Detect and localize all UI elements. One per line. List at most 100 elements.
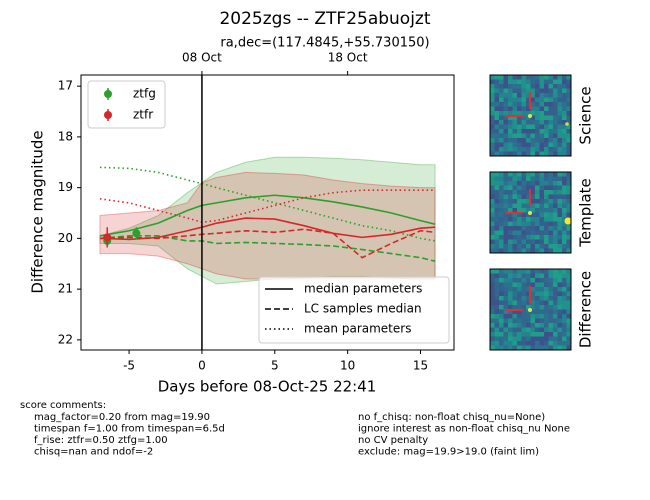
pixel (499, 142, 504, 148)
pixel (499, 88, 504, 94)
pixel (526, 185, 531, 191)
pixel (544, 332, 549, 337)
pixel (530, 97, 536, 103)
pixel (494, 314, 500, 319)
pixel (557, 84, 563, 89)
pixel (490, 147, 495, 152)
pixel (548, 235, 554, 240)
pixel (535, 111, 540, 116)
pixel (521, 278, 527, 283)
pixel (557, 115, 563, 121)
pixel (539, 305, 545, 310)
pixel (521, 124, 527, 130)
x-axis-label: Days before 08-Oct-25 22:41 (158, 378, 377, 396)
pixel (517, 93, 522, 98)
comment-line: mag_factor=0.20 from mag=19.90 (34, 412, 210, 423)
pixel (517, 79, 522, 85)
pixel (530, 235, 536, 240)
pixel (517, 309, 522, 315)
pixel (539, 327, 545, 333)
pixel (548, 151, 554, 157)
pixel (521, 327, 527, 333)
pixel (521, 208, 527, 213)
pixel (503, 147, 509, 152)
pixel (526, 138, 531, 143)
pixel (499, 185, 504, 191)
pixel (562, 235, 567, 240)
pixel (521, 176, 527, 182)
pixel (535, 185, 540, 191)
legend-label: LC samples median (304, 302, 422, 316)
pixel (490, 226, 495, 231)
pixel (526, 75, 531, 80)
pixel (503, 208, 509, 213)
pixel (530, 120, 536, 125)
pixel (562, 133, 567, 139)
pixel (553, 212, 558, 218)
legend-label: median parameters (304, 282, 422, 296)
pixel (503, 314, 509, 319)
pixel (503, 248, 509, 254)
pixel (499, 269, 504, 274)
pixel (494, 282, 500, 288)
pixel (548, 305, 554, 310)
pixel (512, 111, 518, 116)
pixel (521, 300, 527, 306)
pixel (526, 217, 531, 222)
pixel (521, 129, 527, 134)
pixel (494, 147, 500, 152)
comment-line: f_rise: ztfr=0.50 ztfg=1.00 (34, 435, 168, 446)
pixel (512, 102, 518, 107)
pixel (544, 309, 549, 315)
panel-frame (489, 268, 572, 351)
pixel (530, 79, 536, 85)
pixel (566, 235, 572, 240)
pixel (557, 269, 563, 274)
pixel (557, 199, 563, 204)
pixel (557, 194, 563, 200)
pixel (562, 199, 567, 204)
pixel (530, 305, 536, 310)
pixel (557, 235, 563, 240)
pixel (562, 93, 567, 98)
pixel (499, 79, 504, 85)
pixel (526, 142, 531, 148)
pixel (553, 345, 558, 351)
pixel (494, 79, 500, 85)
pixel (508, 97, 513, 103)
pixel (517, 208, 522, 213)
pixel (539, 323, 545, 328)
panel-label: Template (577, 178, 595, 247)
pixel (503, 115, 509, 121)
pixel (526, 273, 531, 279)
pixel (544, 296, 549, 301)
comment-line: exclude: mag=19.9>19.0 (faint lim) (358, 447, 539, 458)
pixel (566, 239, 572, 245)
pixel (490, 93, 495, 98)
pixel (526, 269, 531, 274)
pixel (557, 305, 563, 310)
pixel (499, 309, 504, 315)
pixel (566, 106, 572, 112)
pixel (494, 190, 500, 195)
pixel (562, 84, 567, 89)
pixel (548, 88, 554, 94)
pixel (548, 147, 554, 152)
pixel (526, 239, 531, 245)
pixel (517, 269, 522, 274)
pixel (494, 138, 500, 143)
pixel (535, 305, 540, 310)
pixel (512, 314, 518, 319)
pixel (562, 115, 567, 121)
pixel (503, 212, 509, 218)
pixel (490, 248, 495, 254)
pixel (544, 181, 549, 186)
pixel (503, 226, 509, 231)
pixel (508, 75, 513, 80)
pixel (544, 239, 549, 245)
pixel (544, 336, 549, 342)
pixel (494, 323, 500, 328)
pixel (503, 185, 509, 191)
pixel (539, 291, 545, 297)
pixel (553, 151, 558, 157)
